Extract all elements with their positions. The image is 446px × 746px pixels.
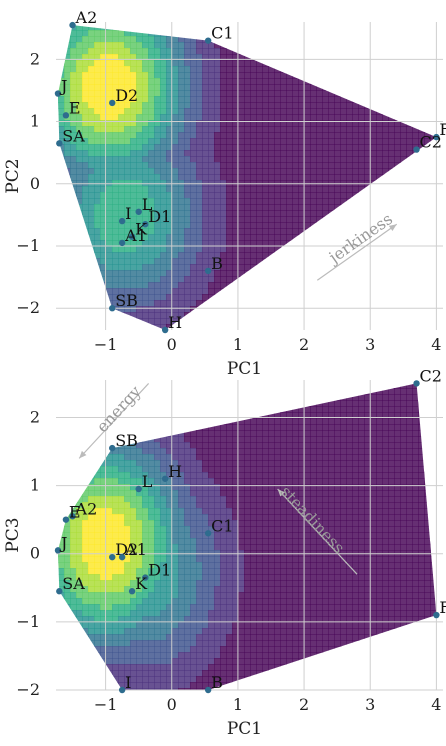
data-point (128, 233, 136, 240)
data-point-label: D1 (148, 561, 171, 580)
data-point-label: C2 (420, 133, 442, 152)
y-tick-label: −2 (16, 680, 40, 699)
data-point (161, 326, 169, 334)
data-point-label: C1 (211, 516, 233, 535)
data-point (54, 547, 62, 554)
data-point (56, 140, 63, 147)
data-point-label: SA (62, 574, 85, 593)
x-tick-label: 1 (233, 695, 243, 714)
data-point-label: I (125, 204, 131, 223)
data-point (413, 380, 420, 387)
data-point-label: K (135, 220, 148, 239)
data-point (109, 99, 116, 107)
data-point-label: D2 (115, 86, 138, 105)
data-point (69, 21, 76, 29)
data-point-label: B (211, 254, 223, 273)
data-point (118, 553, 126, 561)
data-point (433, 133, 440, 141)
x-tick-label: 2 (299, 695, 309, 714)
x-tick-label: 1 (233, 335, 243, 354)
data-point-label: A2 (75, 8, 98, 27)
data-point (413, 146, 420, 153)
x-tick-label: 4 (431, 695, 441, 714)
data-point (135, 485, 142, 493)
data-point (142, 574, 149, 581)
data-point (204, 686, 212, 694)
y-tick-label: −1 (16, 612, 40, 631)
data-point (433, 611, 440, 619)
data-point (135, 208, 142, 215)
data-point-label: SB (115, 291, 138, 310)
data-point-label: L (142, 195, 153, 214)
x-axis-label: PC1 (227, 359, 262, 379)
y-tick-label: −2 (16, 298, 40, 317)
data-point (54, 90, 62, 97)
x-tick-label: 2 (299, 335, 309, 354)
x-tick-label: 3 (365, 335, 375, 354)
annotation-arrow: jerkiness (316, 209, 398, 281)
y-axis-label: PC2 (3, 158, 23, 193)
data-point-label: J (59, 533, 67, 552)
data-point (56, 588, 63, 595)
data-point-label: A2 (75, 499, 98, 518)
annotation-arrow-label: jerkiness (324, 209, 396, 268)
data-point (109, 444, 116, 452)
data-point (204, 530, 212, 537)
data-point-label: I (125, 673, 131, 692)
data-point (62, 516, 70, 523)
y-tick-label: 0 (30, 174, 40, 193)
data-point-label: SA (62, 126, 85, 145)
grid (56, 22, 443, 330)
data-point (69, 513, 76, 520)
y-tick-label: 1 (30, 112, 40, 131)
data-point (161, 475, 169, 482)
data-point-label: H (168, 462, 182, 481)
data-point-label: C2 (420, 366, 442, 385)
data-point-label: A1 (124, 226, 147, 245)
y-tick-label: 0 (30, 544, 40, 563)
y-tick-label: 2 (30, 407, 40, 426)
data-point-label: H (168, 313, 182, 332)
y-tick-label: 1 (30, 476, 40, 495)
x-tick-label: 0 (167, 335, 177, 354)
y-tick-label: 2 (30, 49, 40, 68)
chart-pc1-pc3: −1 0 1 2 3 4−2−1012PC1PC3energysteadinessC2SB… (3, 366, 446, 739)
data-point (204, 37, 212, 44)
data-point (118, 217, 126, 225)
data-point-label: F (439, 598, 446, 617)
chart-pc1-pc2: −1 0 1 2 3 4 −2 −1 0 1 2 PC1 PC2 jerkiness A2 C1 J D2 E SA F… (3, 8, 446, 379)
x-axis-label: PC1 (227, 719, 262, 739)
data-point-label: L (142, 472, 153, 491)
x-tick-label: 4 (431, 335, 441, 354)
x-tick-label: 3 (365, 695, 375, 714)
x-tick-label: −1 (94, 335, 118, 354)
data-point (109, 553, 116, 561)
data-point-label: K (135, 574, 148, 593)
data-point-label: D1 (148, 207, 171, 226)
data-point-label: SB (115, 431, 138, 450)
data-point-label: B (211, 673, 223, 692)
x-tick-label: 0 (167, 695, 177, 714)
data-point-label: J (59, 77, 67, 96)
data-point (204, 267, 212, 275)
data-point (118, 239, 126, 247)
data-point (109, 305, 116, 312)
y-tick-label: −1 (16, 236, 40, 255)
data-point-label: A1 (124, 540, 147, 559)
annotation-arrow-label: energy (93, 382, 145, 436)
y-axis-label: PC3 (3, 517, 23, 552)
data-point-label: F (439, 120, 446, 139)
data-point (62, 112, 70, 119)
data-point (118, 686, 126, 694)
data-point-label: E (69, 503, 81, 522)
data-point (142, 221, 149, 228)
data-point-label: E (69, 98, 81, 117)
data-point-label: C1 (211, 24, 233, 43)
data-point (128, 588, 136, 595)
x-tick-label: −1 (94, 695, 118, 714)
